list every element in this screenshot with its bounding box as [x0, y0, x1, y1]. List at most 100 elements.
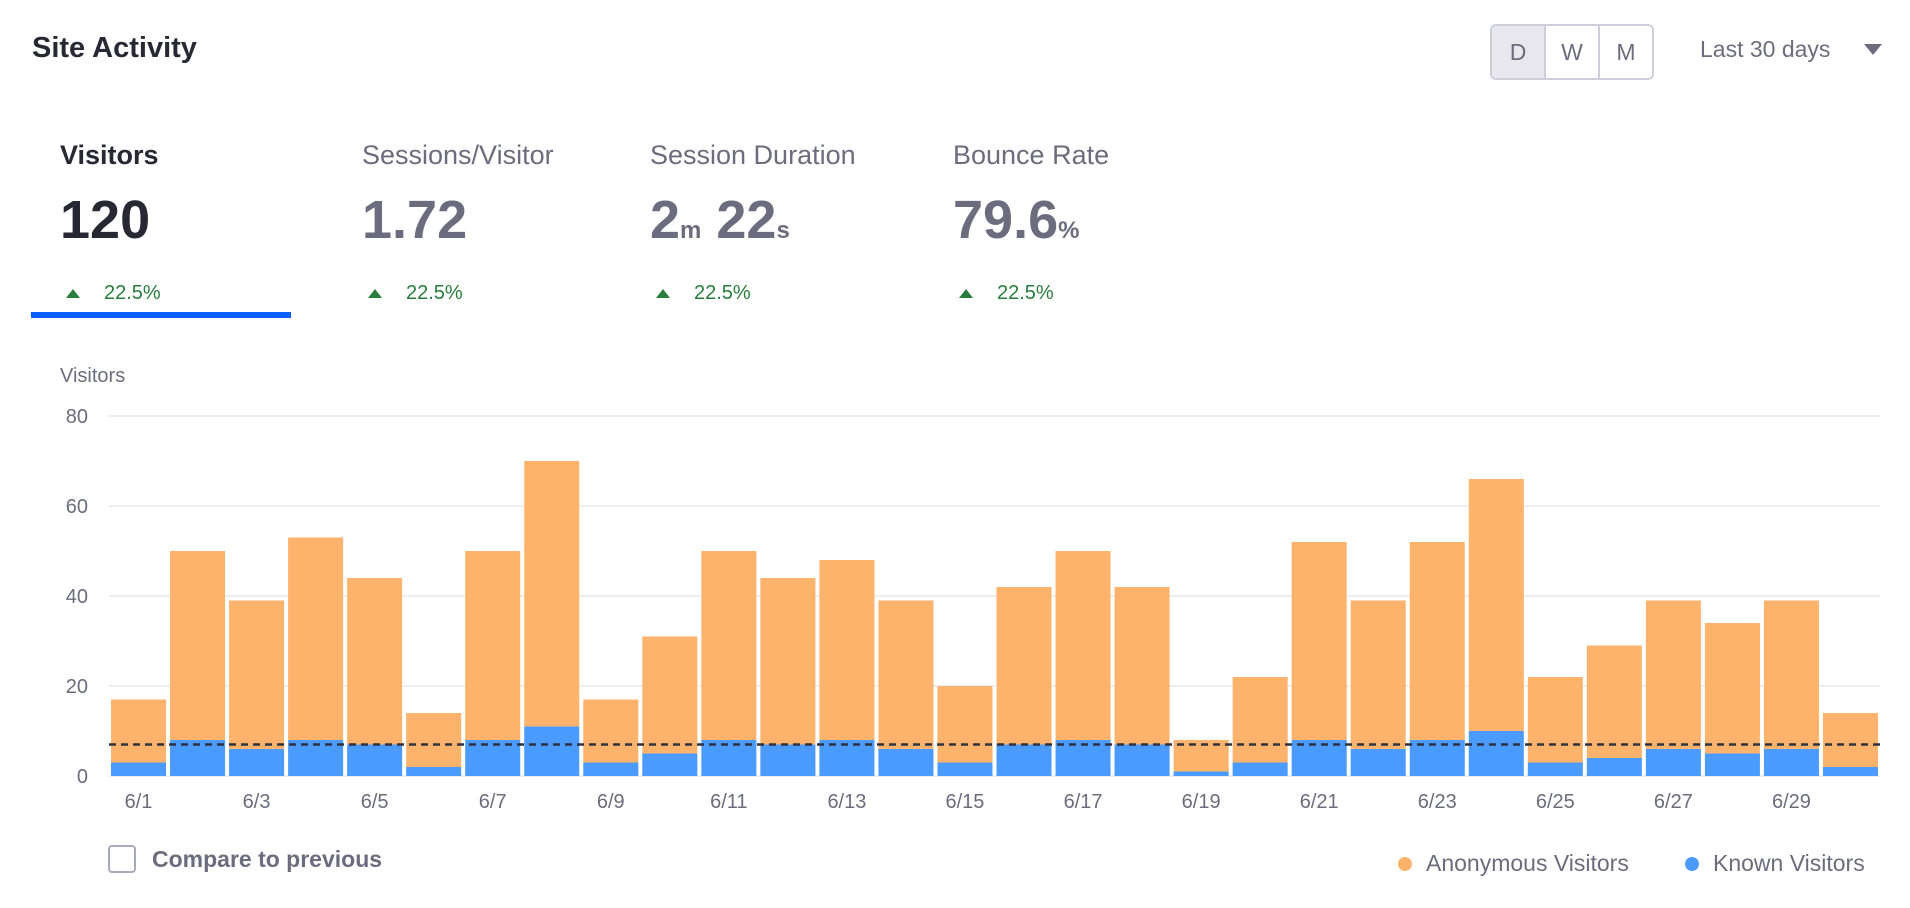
bar-known [1763, 749, 1819, 776]
x-tick-label: 6/3 [243, 791, 271, 813]
trend-up-icon [959, 289, 973, 298]
bar-anonymous [878, 600, 934, 749]
legend-item-known[interactable]: Known Visitors [1685, 850, 1865, 877]
bar-known [524, 726, 580, 776]
bar-known [111, 762, 167, 776]
bar-anonymous [701, 551, 757, 740]
bar-known [1291, 740, 1347, 776]
bar-anonymous [288, 537, 344, 740]
interval-toggle: D W M [1490, 24, 1654, 80]
caret-down-icon [1864, 44, 1883, 55]
metric-trend: 22.5% [60, 282, 161, 305]
metric-value: 1.72 [362, 190, 468, 250]
metric-label: Visitors [60, 140, 159, 170]
x-tick-label: 6/27 [1654, 791, 1693, 813]
bar-known [1704, 753, 1760, 776]
x-tick-label: 6/5 [361, 791, 389, 813]
bar-known [170, 740, 226, 776]
interval-month-button[interactable]: M [1600, 26, 1652, 78]
bar-known [347, 744, 403, 776]
bar-known [1586, 758, 1642, 776]
bar-known [996, 744, 1052, 776]
bar-anonymous [1055, 551, 1111, 740]
bar-anonymous [642, 636, 698, 754]
bar-known [229, 749, 285, 776]
x-tick-label: 6/11 [710, 791, 747, 813]
date-range-dropdown[interactable]: Last 30 days [1700, 36, 1883, 63]
compare-toggle[interactable]: Compare to previous [108, 845, 382, 873]
trend-up-icon [656, 289, 670, 298]
bar-known [1114, 744, 1170, 776]
y-axis-label: Visitors [60, 365, 126, 387]
tab-sessions-per-visitor[interactable]: Sessions/Visitor 1.72 22.5% [362, 140, 554, 305]
interval-week-button[interactable]: W [1546, 26, 1600, 78]
bar-known [1409, 740, 1465, 776]
metric-value: 79.6% [953, 190, 1080, 250]
compare-label: Compare to previous [152, 845, 383, 872]
tab-bounce-rate[interactable]: Bounce Rate 79.6% 22.5% [953, 140, 1109, 305]
bar-anonymous [1763, 600, 1819, 749]
x-tick-label: 6/29 [1772, 791, 1811, 813]
x-tick-label: 6/19 [1182, 791, 1221, 813]
metric-trend: 22.5% [650, 282, 856, 305]
bar-anonymous [1350, 600, 1406, 749]
bar-known [583, 762, 639, 776]
bar-anonymous [406, 713, 462, 767]
bar-anonymous [937, 686, 993, 763]
bar-anonymous [1704, 623, 1760, 754]
bar-anonymous [1232, 677, 1288, 763]
page-title: Site Activity [32, 32, 197, 64]
bar-known [1527, 762, 1583, 776]
bar-known [1350, 749, 1406, 776]
bar-known [1055, 740, 1111, 776]
bar-anonymous [760, 578, 816, 745]
known-dot-icon [1685, 856, 1699, 871]
bar-known [642, 753, 698, 776]
tab-visitors[interactable]: Visitors 120 22.5% [60, 140, 161, 305]
x-tick-label: 6/15 [946, 791, 985, 813]
x-tick-label: 6/23 [1418, 791, 1457, 813]
metric-label: Session Duration [650, 140, 856, 170]
bar-anonymous [1645, 600, 1701, 749]
bar-known [937, 762, 993, 776]
bar-known [465, 740, 521, 776]
x-tick-label: 6/1 [125, 791, 153, 813]
metric-value: 120 [60, 190, 151, 250]
legend-label: Known Visitors [1713, 850, 1865, 876]
y-tick-label: 80 [66, 406, 88, 428]
metric-value: 2m 22s [650, 190, 790, 250]
trend-up-icon [368, 289, 382, 298]
trend-up-icon [66, 289, 80, 298]
x-tick-label: 6/21 [1300, 791, 1339, 813]
date-range-label: Last 30 days [1700, 36, 1831, 62]
tab-session-duration[interactable]: Session Duration 2m 22s 22.5% [650, 140, 856, 305]
y-tick-label: 40 [66, 586, 88, 608]
bar-anonymous [111, 699, 167, 763]
x-tick-label: 6/7 [479, 791, 507, 813]
interval-day-button[interactable]: D [1492, 26, 1546, 78]
bar-anonymous [1291, 542, 1347, 740]
bar-anonymous [1468, 479, 1524, 731]
bar-anonymous [1114, 587, 1170, 745]
bar-anonymous [819, 560, 875, 740]
anonymous-dot-icon [1398, 856, 1412, 871]
metric-trend: 22.5% [362, 282, 554, 305]
bar-known [1645, 749, 1701, 776]
x-tick-label: 6/17 [1064, 791, 1103, 813]
bar-anonymous [170, 551, 226, 740]
legend-item-anonymous[interactable]: Anonymous Visitors [1398, 850, 1629, 877]
compare-checkbox[interactable] [108, 845, 136, 873]
bar-known [1468, 731, 1524, 776]
bar-anonymous [1409, 542, 1465, 740]
bar-anonymous [583, 699, 639, 763]
bar-anonymous [996, 587, 1052, 745]
active-tab-indicator [31, 312, 291, 318]
bar-known [819, 740, 875, 776]
x-tick-label: 6/25 [1536, 791, 1575, 813]
bar-anonymous [347, 578, 403, 745]
bar-anonymous [465, 551, 521, 740]
x-tick-label: 6/9 [597, 791, 625, 813]
x-tick-label: 6/13 [827, 791, 866, 813]
bar-anonymous [524, 461, 580, 727]
bar-known [406, 767, 462, 776]
